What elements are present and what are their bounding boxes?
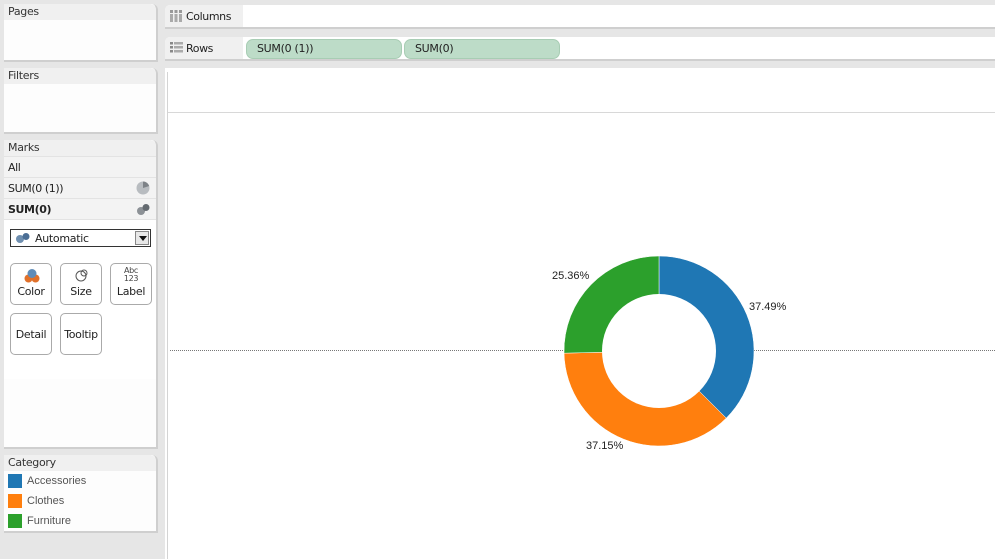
filters-title: Filters: [4, 68, 156, 84]
legend-swatch: [8, 474, 22, 488]
circles-icon: [16, 233, 30, 243]
columns-shelf[interactable]: Columns: [165, 5, 995, 29]
legend-swatch: [8, 494, 22, 508]
label-button[interactable]: Abc 123 Label: [110, 263, 152, 305]
tooltip-button[interactable]: Tooltip: [60, 313, 102, 355]
donut-hole: [602, 294, 716, 408]
marks-row-label: SUM(0 (1)): [8, 182, 64, 195]
rows-pill-sum0-1[interactable]: SUM(0 (1)): [246, 39, 402, 59]
marks-row-sum0-1[interactable]: SUM(0 (1)): [4, 177, 156, 198]
rows-icon: [170, 42, 183, 53]
chart-view[interactable]: 37.49% 37.15% 25.36%: [165, 68, 995, 559]
legend-item-accessories[interactable]: Accessories: [4, 471, 156, 491]
marks-card: Marks All SUM(0 (1)) SUM(0) Automatic: [4, 140, 158, 449]
legend-item-label: Accessories: [27, 475, 87, 487]
legend-swatch: [8, 514, 22, 528]
marks-properties: Automatic Color Size Abc 123 Label: [4, 219, 156, 379]
rows-shelf-label: Rows: [165, 37, 243, 59]
color-button[interactable]: Color: [10, 263, 52, 305]
filters-card[interactable]: Filters: [4, 68, 158, 134]
size-icon: [75, 269, 88, 282]
pane-header-divider: [168, 112, 995, 113]
marks-row-label: All: [8, 161, 21, 174]
mark-type-value: Automatic: [35, 232, 89, 245]
pane-left-border: [167, 72, 168, 559]
detail-button[interactable]: Detail: [10, 313, 52, 355]
pie-icon: [136, 181, 150, 195]
marks-row-all[interactable]: All: [4, 156, 156, 177]
columns-shelf-label: Columns: [165, 5, 243, 27]
legend-item-label: Furniture: [27, 515, 72, 527]
size-button-label: Size: [70, 285, 92, 298]
marks-row-sum0[interactable]: SUM(0): [4, 198, 156, 219]
pages-title: Pages: [4, 4, 156, 20]
tooltip-button-label: Tooltip: [64, 328, 98, 341]
mark-type-dropdown[interactable]: Automatic: [10, 229, 151, 247]
rows-shelf[interactable]: Rows SUM(0 (1)) SUM(0): [165, 37, 995, 61]
pages-card[interactable]: Pages: [4, 4, 158, 62]
category-legend: Category Accessories Clothes Furniture: [4, 455, 158, 533]
label-button-label: Label: [116, 285, 146, 298]
label-icon: Abc 123: [123, 266, 139, 283]
marks-title: Marks: [4, 140, 156, 156]
legend-item-furniture[interactable]: Furniture: [4, 511, 156, 531]
size-button[interactable]: Size: [60, 263, 102, 305]
marks-row-label: SUM(0): [8, 203, 52, 216]
slice-label-furniture: 25.36%: [552, 270, 590, 282]
legend-item-label: Clothes: [27, 495, 65, 507]
color-button-label: Color: [17, 285, 45, 298]
color-icon: [24, 269, 40, 283]
slice-label-accessories: 37.49%: [749, 301, 787, 313]
donut-chart[interactable]: [165, 68, 995, 559]
slice-label-clothes: 37.15%: [586, 440, 624, 452]
legend-title: Category: [4, 455, 156, 471]
columns-icon: [170, 10, 182, 22]
legend-item-clothes[interactable]: Clothes: [4, 491, 156, 511]
detail-button-label: Detail: [15, 328, 47, 341]
rows-pill-sum0[interactable]: SUM(0): [404, 39, 560, 59]
chevron-down-icon[interactable]: [135, 231, 149, 245]
circles-icon: [137, 204, 150, 215]
